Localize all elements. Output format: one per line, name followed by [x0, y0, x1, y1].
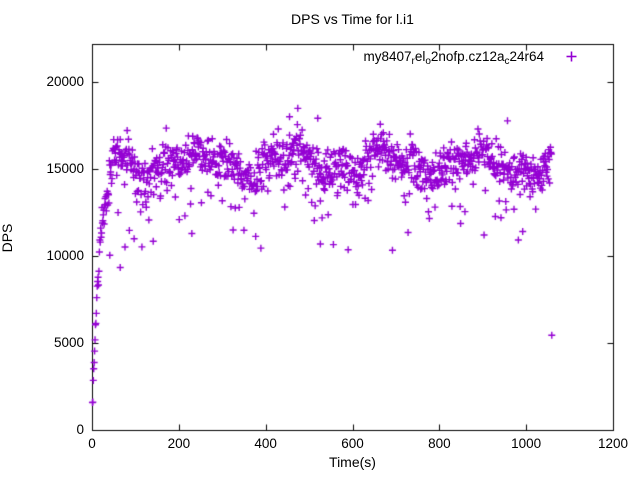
x-tick-label: 800 [428, 436, 451, 451]
x-tick-label: 200 [167, 436, 191, 451]
y-tick-label: 0 [76, 422, 84, 437]
x-tick-label: 400 [254, 436, 277, 451]
legend-label-subscript: c [504, 55, 510, 67]
legend-series-label: my8407relo2nofp.cz12ac24r64 [363, 48, 544, 67]
x-axis-label: Time(s) [329, 454, 376, 470]
legend-label-segment: my8407 [363, 48, 412, 64]
chart-title: DPS vs Time for l.i1 [291, 11, 414, 27]
legend-label-subscript: r [411, 55, 415, 67]
x-tick-label: 0 [88, 436, 96, 451]
legend-label-segment: 24r64 [509, 48, 544, 64]
x-tick-label: 600 [341, 436, 364, 451]
plus-marker-icon [566, 51, 577, 61]
legend-label-subscript: o [425, 55, 431, 67]
legend-label-segment: 2nofp.cz12a [430, 48, 505, 64]
y-tick-label: 15000 [46, 161, 84, 177]
y-tick-label: 5000 [53, 335, 84, 351]
legend-label-segment: el [414, 48, 426, 64]
legend: my8407relo2nofp.cz12ac24r64 [363, 48, 577, 67]
y-axis-label: DPS [0, 223, 15, 253]
x-tick-label: 1200 [597, 436, 629, 451]
x-tick-label: 1000 [511, 436, 542, 451]
y-tick-label: 10000 [46, 248, 84, 264]
y-tick-label: 20000 [46, 74, 84, 90]
